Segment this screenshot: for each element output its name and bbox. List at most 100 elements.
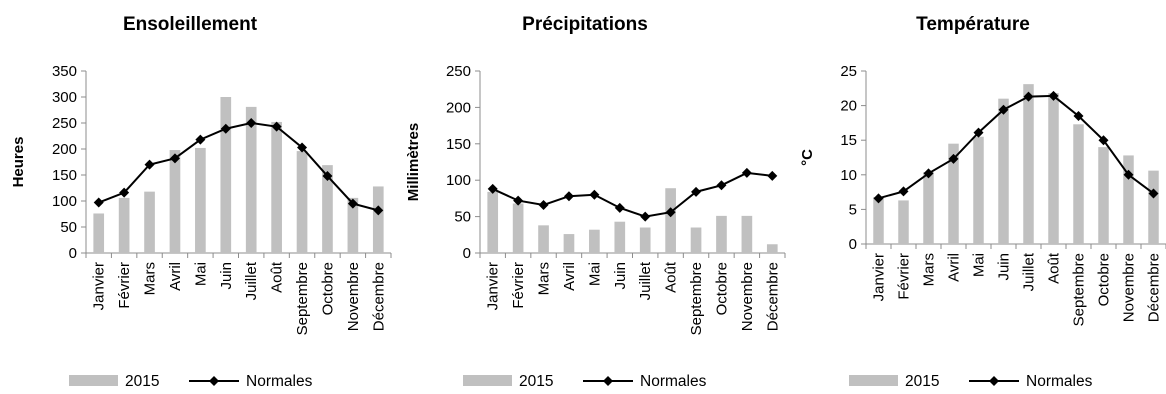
x-tick-label: Décembre <box>370 262 387 331</box>
point-normales <box>169 153 180 164</box>
x-tick-label: Janvier <box>871 253 888 301</box>
legend-swatch-2015 <box>849 375 898 386</box>
bar-2015 <box>487 191 499 253</box>
chart-title: Précipitations <box>522 14 648 35</box>
y-tick-label: 350 <box>52 63 77 80</box>
legend-label-2015: 2015 <box>519 373 553 390</box>
x-tick-label: Juillet <box>243 261 260 300</box>
x-tick-label: Avril <box>167 262 184 291</box>
point-normales <box>93 197 104 208</box>
line-normales <box>878 94 1155 200</box>
point-normales <box>716 180 727 191</box>
point-normales <box>741 167 752 178</box>
bar-2015 <box>923 172 934 244</box>
bar-2015 <box>271 121 282 254</box>
legend-swatch-2015 <box>69 375 118 386</box>
x-tick-label: Décembre <box>764 262 781 331</box>
point-normales <box>998 104 1009 115</box>
x-tick-label: Septembre <box>1071 253 1088 326</box>
point-normales <box>1073 110 1084 121</box>
legend-marker-normales <box>989 376 999 386</box>
x-tick-label: Janvier <box>485 262 502 310</box>
bar-2015 <box>245 106 257 253</box>
bar-2015 <box>690 227 702 253</box>
point-normales <box>1098 135 1109 146</box>
bar-2015 <box>322 165 333 253</box>
y-axis-label: Millimètres <box>405 123 422 201</box>
y-tick-label: 15 <box>840 132 857 149</box>
x-tick-label: Mars <box>921 253 938 286</box>
point-normales <box>373 205 384 216</box>
bar-2015 <box>998 98 1009 245</box>
y-tick-label: 20 <box>840 98 857 115</box>
x-tick-label: Juin <box>996 253 1013 281</box>
bar-2015 <box>741 215 753 253</box>
legend-label-2015: 2015 <box>905 373 939 390</box>
x-tick-label: Octobre <box>319 262 336 315</box>
y-tick-label: 10 <box>840 167 857 184</box>
x-tick-label: Février <box>116 262 133 309</box>
x-tick-label: Mai <box>971 253 988 277</box>
y-tick-label: 250 <box>52 115 77 132</box>
x-tick-label: Juin <box>218 262 235 290</box>
bar-2015 <box>144 191 155 253</box>
point-normales <box>923 168 934 179</box>
bar-2015 <box>614 221 626 253</box>
bar-2015 <box>766 244 778 253</box>
point-normales <box>691 186 702 197</box>
bar-2015 <box>118 197 130 253</box>
point-normales <box>973 127 984 138</box>
point-normales <box>271 121 282 132</box>
chart-1: Ensoleillement Heures 0 50 100 150 200 250 300 35… <box>10 14 392 390</box>
x-tick-label: Juin <box>612 262 629 290</box>
bar-2015 <box>1098 147 1109 244</box>
bar-2015 <box>1123 155 1134 244</box>
point-normales <box>487 183 498 194</box>
point-normales <box>665 207 676 218</box>
y-tick-label: 250 <box>446 63 471 80</box>
y-tick-label: 0 <box>69 245 77 262</box>
y-tick-label: 100 <box>52 193 77 210</box>
bar-2015 <box>1048 93 1059 244</box>
x-tick-label: Mai <box>192 262 209 286</box>
bar-2015 <box>898 200 909 244</box>
x-tick-label: Mars <box>142 262 159 295</box>
bar-2015 <box>639 227 651 253</box>
y-tick-label: 200 <box>446 99 471 116</box>
x-tick-label: Novembre <box>1121 253 1138 322</box>
x-tick-label: Novembre <box>345 262 362 331</box>
y-tick-label: 100 <box>446 172 471 189</box>
bar-2015 <box>296 151 308 253</box>
x-tick-label: Octobre <box>1096 253 1113 306</box>
legend-label-2015: 2015 <box>125 373 159 390</box>
bar-2015 <box>948 143 959 244</box>
bar-2015 <box>716 215 727 253</box>
bar-2015 <box>589 229 600 253</box>
x-tick-label: Juillet <box>1021 252 1038 291</box>
bar-2015 <box>538 225 549 253</box>
legend-label-normales: Normales <box>640 373 707 390</box>
bar-2015 <box>372 186 384 253</box>
y-tick-label: 300 <box>52 89 77 106</box>
y-axis-label: Heures <box>10 137 27 188</box>
point-normales <box>614 202 625 213</box>
bar-2015 <box>512 203 524 253</box>
y-axis-label: °C <box>799 149 816 166</box>
x-tick-label: Octobre <box>713 262 730 315</box>
point-normales <box>220 123 231 134</box>
x-tick-label: Mars <box>536 262 553 295</box>
y-tick-label: 150 <box>52 167 77 184</box>
bar-2015 <box>1148 170 1159 244</box>
x-tick-label: Avril <box>561 262 578 291</box>
point-normales <box>297 142 308 153</box>
bar-2015 <box>169 150 181 253</box>
x-tick-label: Septembre <box>688 262 705 335</box>
point-normales <box>1148 188 1159 199</box>
point-normales <box>1023 91 1034 102</box>
point-normales <box>898 186 909 197</box>
bar-2015 <box>93 213 105 253</box>
bar-2015 <box>665 188 676 253</box>
x-tick-label: Mai <box>586 262 603 286</box>
